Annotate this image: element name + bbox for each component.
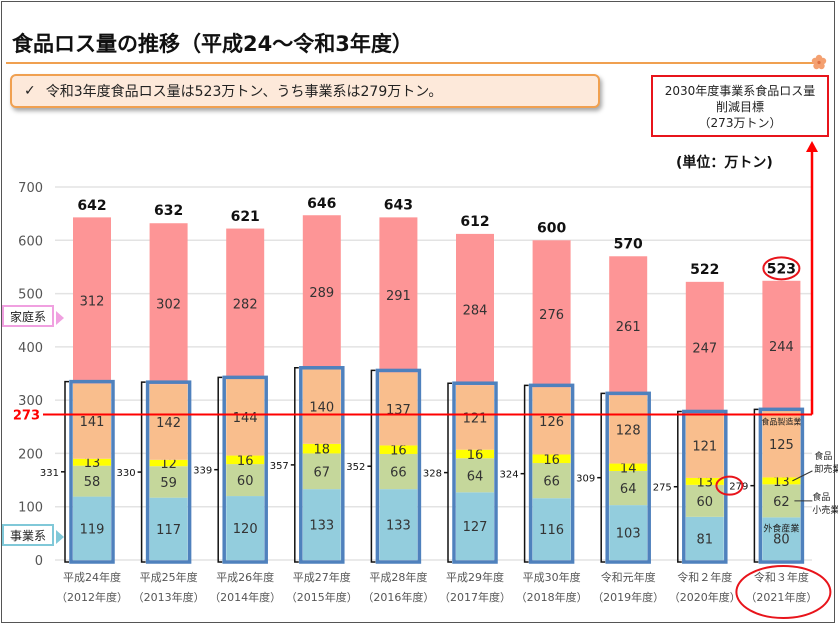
target-line2: 削減目標 [715, 100, 764, 114]
unit-label: (単位：万トン) [676, 155, 773, 171]
target-box: 2030年度事業系食品ロス量 削減目標 （273万トン） [651, 75, 829, 137]
check-icon: ✓ [24, 83, 36, 99]
business-callout: 事業系 [2, 524, 54, 546]
summary-text: 令和3年度食品ロス量は523万トン、うち事業系は279万トン。 [45, 84, 443, 100]
summary-box: ✓ 令和3年度食品ロス量は523万トン、うち事業系は279万トン。 [10, 74, 600, 108]
business-callout-label: 事業系 [9, 528, 46, 543]
page-title: 食品ロス量の推移（平成24～令和3年度） [12, 32, 413, 56]
target-line3: （273万トン） [698, 116, 782, 130]
target-line1: 2030年度事業系食品ロス量 [664, 84, 816, 98]
flower-icon [811, 54, 827, 70]
household-callout-label: 家庭系 [9, 309, 46, 324]
title-divider [6, 62, 814, 64]
household-callout: 家庭系 [2, 305, 54, 327]
